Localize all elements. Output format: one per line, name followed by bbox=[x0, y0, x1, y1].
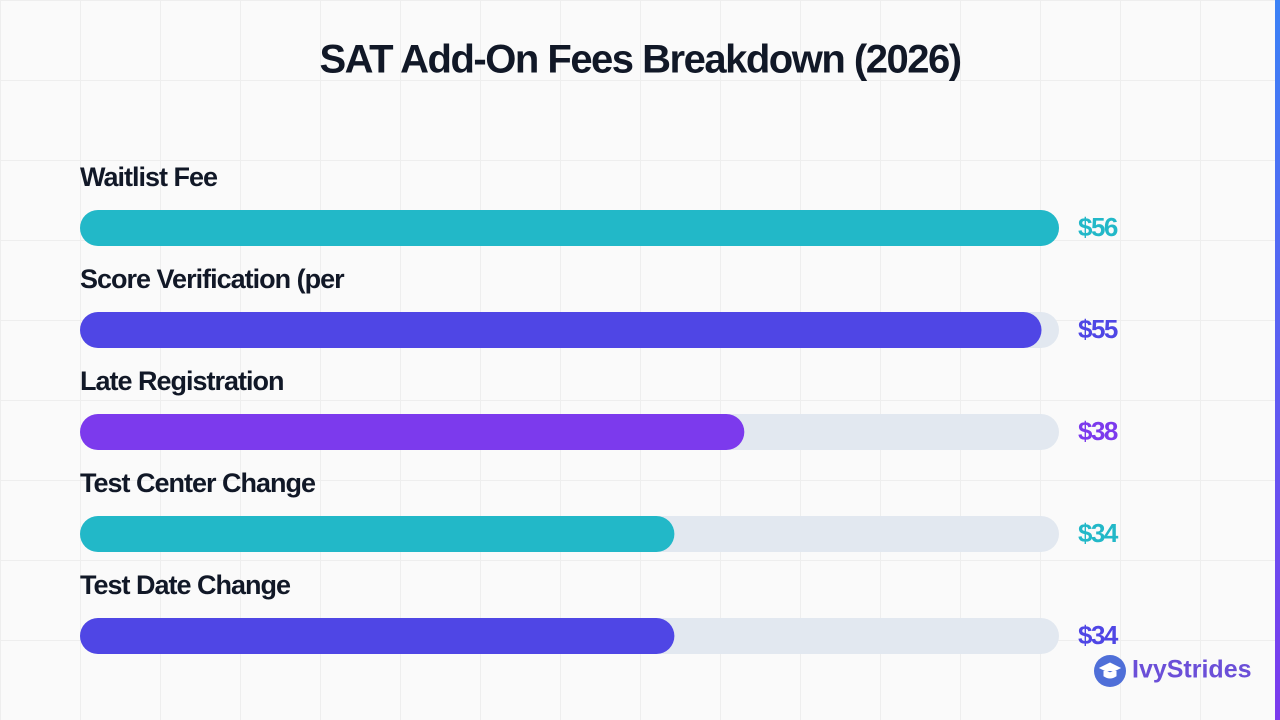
brand-logo: IvyStrides bbox=[1094, 655, 1252, 687]
accent-stripe bbox=[1275, 0, 1280, 720]
logo-cap bbox=[1098, 662, 1122, 679]
category-label: Waitlist Fee bbox=[80, 162, 218, 192]
value-label: $56 bbox=[1078, 212, 1118, 242]
bar bbox=[80, 516, 675, 552]
bar bbox=[80, 210, 1059, 246]
category-label: Late Registration bbox=[80, 366, 284, 396]
value-label: $34 bbox=[1078, 620, 1119, 650]
value-label: $38 bbox=[1078, 416, 1118, 446]
category-label: Score Verification (per bbox=[80, 264, 345, 294]
category-label: Test Center Change bbox=[80, 468, 316, 498]
brand-name: IvyStrides bbox=[1132, 656, 1252, 684]
value-label: $55 bbox=[1078, 314, 1118, 344]
chart-title: SAT Add-On Fees Breakdown (2026) bbox=[319, 38, 960, 82]
value-label: $34 bbox=[1078, 518, 1119, 548]
bar bbox=[80, 312, 1042, 348]
bar bbox=[80, 618, 675, 654]
category-label: Test Date Change bbox=[80, 570, 291, 600]
bar bbox=[80, 414, 745, 450]
